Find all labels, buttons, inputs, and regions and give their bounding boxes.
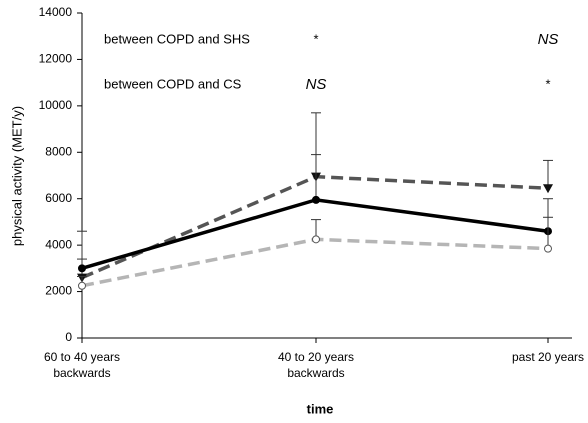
significance: NS <box>538 31 559 48</box>
x-tick-label: 40 to 20 years backwards <box>278 350 354 380</box>
annotation: between COPD and SHS <box>104 31 250 46</box>
marker <box>78 264 86 273</box>
y-axis-title: physical activity (MET/y) <box>9 106 24 246</box>
y-tick-label: 8000 <box>45 144 72 158</box>
x-tick-label-line: 60 to 40 years <box>44 350 120 364</box>
marker <box>543 184 553 194</box>
x-tick-label-line: 40 to 20 years <box>278 350 354 364</box>
annotation: between COPD and CS <box>104 76 242 91</box>
series-line <box>81 174 549 280</box>
x-tick-label: past 20 years <box>512 350 584 364</box>
y-tick-label: 0 <box>65 330 72 344</box>
y-tick-label: 6000 <box>45 191 72 205</box>
x-axis-title: time <box>307 401 334 416</box>
x-tick-label-line: past 20 years <box>512 350 584 364</box>
significance: * <box>545 76 550 91</box>
significance: * <box>313 31 318 46</box>
y-tick-label: 4000 <box>45 237 72 251</box>
marker <box>78 281 86 290</box>
x-tick-label-line: backwards <box>53 366 110 380</box>
significance: NS <box>306 76 327 93</box>
y-tick-label: 2000 <box>45 284 72 298</box>
x-tick-label: 60 to 40 years backwards <box>44 350 120 380</box>
marker <box>312 235 320 244</box>
series-line <box>81 198 549 271</box>
marker <box>312 195 320 204</box>
y-tick-label: 14000 <box>39 5 73 19</box>
x-tick-label-line: backwards <box>287 366 344 380</box>
marker <box>544 244 552 253</box>
y-tick-label: 10000 <box>39 98 73 112</box>
y-tick-label: 12000 <box>39 52 73 66</box>
